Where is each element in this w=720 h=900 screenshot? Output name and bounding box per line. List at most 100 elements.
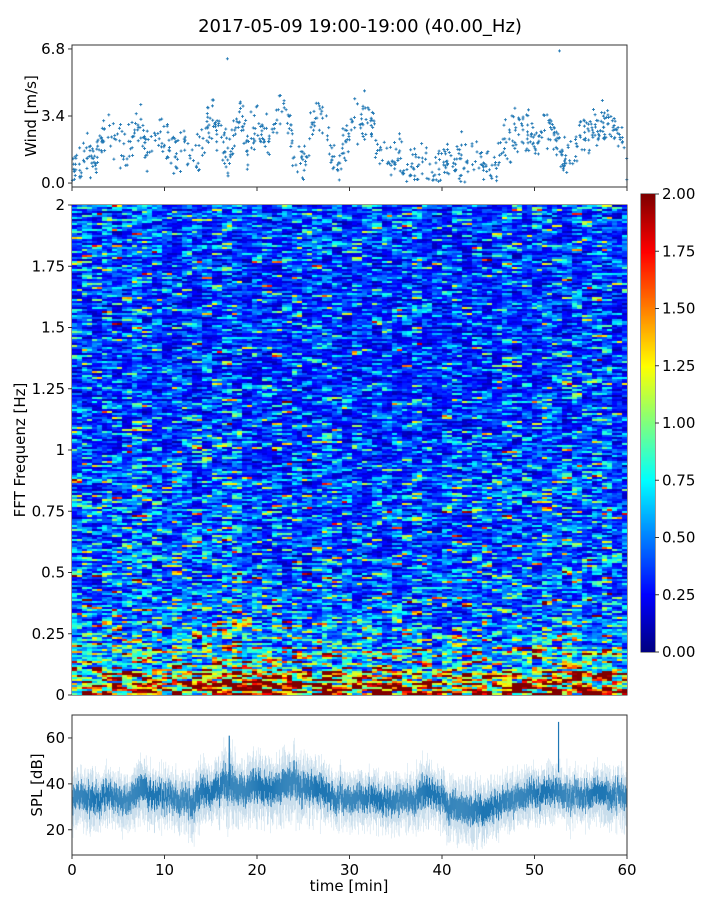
colorbar-tick-label: 1.25 bbox=[662, 357, 695, 375]
wind-point bbox=[525, 113, 529, 117]
wind-point bbox=[260, 123, 264, 127]
wind-point bbox=[240, 129, 244, 133]
wind-point bbox=[453, 169, 457, 173]
wind-point bbox=[142, 128, 146, 132]
wind-point bbox=[526, 130, 530, 134]
wind-point bbox=[475, 150, 479, 154]
wind-point bbox=[200, 146, 204, 150]
wind-point bbox=[414, 152, 418, 156]
wind-point bbox=[366, 106, 370, 110]
wind-point bbox=[521, 128, 525, 132]
wind-point bbox=[568, 159, 572, 163]
wind-point bbox=[219, 123, 223, 127]
wind-point bbox=[385, 162, 389, 166]
wind-point bbox=[299, 150, 303, 154]
wind-point bbox=[195, 165, 199, 169]
wind-point bbox=[613, 127, 617, 131]
wind-point bbox=[176, 157, 180, 161]
wind-point bbox=[125, 163, 129, 167]
wind-point bbox=[275, 118, 279, 122]
spectrogram-ytick-label: 0.75 bbox=[32, 502, 65, 520]
wind-point bbox=[374, 152, 378, 156]
wind-point bbox=[230, 153, 234, 157]
wind-point bbox=[438, 158, 442, 162]
wind-point bbox=[194, 143, 198, 147]
wind-point bbox=[226, 158, 230, 162]
wind-point bbox=[479, 163, 483, 167]
wind-point bbox=[574, 154, 578, 158]
wind-point bbox=[432, 174, 436, 178]
wind-point bbox=[392, 162, 396, 166]
wind-point bbox=[521, 115, 525, 119]
wind-point bbox=[454, 162, 458, 166]
wind-point bbox=[583, 130, 587, 134]
wind-point bbox=[235, 117, 239, 121]
wind-point bbox=[616, 131, 620, 135]
wind-point bbox=[434, 178, 438, 182]
wind-point bbox=[601, 129, 605, 133]
wind-point bbox=[591, 108, 595, 112]
wind-point bbox=[158, 118, 162, 122]
wind-point bbox=[513, 141, 517, 145]
wind-point bbox=[477, 166, 481, 170]
wind-point bbox=[411, 153, 415, 157]
wind-point bbox=[345, 124, 349, 128]
wind-point bbox=[267, 137, 271, 141]
wind-point bbox=[437, 172, 441, 176]
wind-point bbox=[175, 166, 179, 170]
wind-point bbox=[108, 124, 112, 128]
wind-point bbox=[472, 168, 476, 172]
wind-point bbox=[511, 144, 515, 148]
wind-point bbox=[606, 122, 610, 126]
wind-point bbox=[250, 146, 254, 150]
wind-point bbox=[434, 161, 438, 165]
wind-point bbox=[203, 151, 207, 155]
wind-point bbox=[587, 148, 591, 152]
spl-xtick-label: 0 bbox=[67, 861, 77, 879]
wind-point bbox=[424, 151, 428, 155]
wind-point bbox=[138, 125, 142, 129]
wind-point bbox=[262, 126, 266, 130]
wind-ytick-label: 3.4 bbox=[41, 107, 65, 125]
wind-point bbox=[536, 152, 540, 156]
wind-point bbox=[527, 149, 531, 153]
wind-point bbox=[486, 150, 490, 154]
wind-point bbox=[606, 109, 610, 113]
wind-point bbox=[73, 155, 77, 159]
wind-point bbox=[621, 140, 625, 144]
wind-point bbox=[230, 147, 234, 151]
wind-point bbox=[119, 123, 123, 127]
wind-point bbox=[601, 114, 605, 118]
wind-point bbox=[304, 159, 308, 163]
wind-point bbox=[162, 143, 166, 147]
wind-point bbox=[253, 127, 257, 131]
wind-point bbox=[602, 137, 606, 141]
wind-point bbox=[599, 119, 603, 123]
wind-point bbox=[532, 145, 536, 149]
wind-point bbox=[245, 167, 249, 171]
spectrogram-ylabel: FFT Frequenz [Hz] bbox=[11, 383, 29, 518]
wind-point bbox=[116, 132, 120, 136]
wind-point bbox=[610, 119, 614, 123]
wind-point bbox=[611, 125, 615, 129]
wind-point bbox=[224, 165, 228, 169]
wind-point bbox=[446, 162, 450, 166]
wind-point bbox=[531, 142, 535, 146]
spl-xtick-label: 50 bbox=[525, 861, 544, 879]
wind-point bbox=[549, 125, 553, 129]
wind-point bbox=[338, 154, 342, 158]
spl-xtick-label: 40 bbox=[432, 861, 451, 879]
wind-point bbox=[447, 150, 451, 154]
wind-point bbox=[428, 162, 432, 166]
spl-xlabel: time [min] bbox=[310, 877, 389, 895]
wind-point bbox=[90, 147, 94, 151]
wind-point bbox=[482, 177, 486, 181]
wind-point bbox=[459, 143, 463, 147]
wind-point bbox=[100, 140, 104, 144]
wind-point bbox=[196, 161, 200, 165]
wind-point bbox=[174, 140, 178, 144]
wind-point bbox=[480, 151, 484, 155]
wind-point bbox=[347, 132, 351, 136]
wind-point bbox=[360, 132, 364, 136]
wind-point bbox=[393, 141, 397, 145]
